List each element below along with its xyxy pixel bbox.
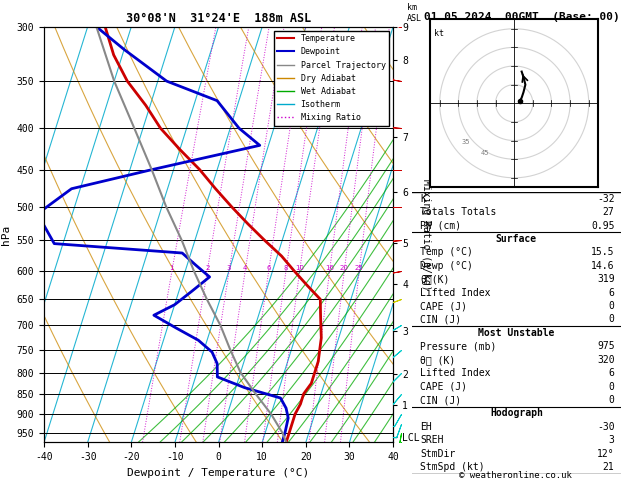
Text: 2: 2 [205, 265, 209, 271]
Text: Lifted Index: Lifted Index [420, 288, 491, 297]
Text: 6: 6 [609, 288, 615, 297]
Text: 4: 4 [243, 265, 247, 271]
Text: 27: 27 [603, 207, 615, 217]
Text: 15.5: 15.5 [591, 247, 615, 258]
Text: 01.05.2024  00GMT  (Base: 00): 01.05.2024 00GMT (Base: 00) [424, 12, 620, 22]
Text: 25: 25 [355, 265, 364, 271]
Text: kt: kt [434, 29, 444, 38]
Text: 0: 0 [609, 382, 615, 392]
Text: Surface: Surface [496, 234, 537, 244]
Text: Temp (°C): Temp (°C) [420, 247, 473, 258]
Text: Dewp (°C): Dewp (°C) [420, 261, 473, 271]
Text: 12°: 12° [597, 449, 615, 459]
Text: θᴄ(K): θᴄ(K) [420, 274, 450, 284]
Text: Hodograph: Hodograph [490, 408, 543, 418]
Text: Pressure (mb): Pressure (mb) [420, 341, 497, 351]
Text: 8: 8 [284, 265, 288, 271]
Text: 320: 320 [597, 355, 615, 365]
Text: StmDir: StmDir [420, 449, 455, 459]
Text: 14.6: 14.6 [591, 261, 615, 271]
Text: 3: 3 [609, 435, 615, 445]
Text: 21: 21 [603, 462, 615, 472]
Text: CIN (J): CIN (J) [420, 395, 462, 405]
Text: © weatheronline.co.uk: © weatheronline.co.uk [459, 471, 572, 480]
Text: 0: 0 [609, 314, 615, 325]
Text: 6: 6 [267, 265, 271, 271]
Text: 10: 10 [295, 265, 304, 271]
Text: -32: -32 [597, 194, 615, 204]
Text: EH: EH [420, 422, 432, 432]
Text: StmSpd (kt): StmSpd (kt) [420, 462, 485, 472]
Legend: Temperature, Dewpoint, Parcel Trajectory, Dry Adiabat, Wet Adiabat, Isotherm, Mi: Temperature, Dewpoint, Parcel Trajectory… [274, 31, 389, 125]
Text: Most Unstable: Most Unstable [478, 328, 555, 338]
Text: 319: 319 [597, 274, 615, 284]
Text: 6: 6 [609, 368, 615, 378]
Text: 0: 0 [609, 301, 615, 311]
Text: 0: 0 [609, 395, 615, 405]
Text: Totals Totals: Totals Totals [420, 207, 497, 217]
Y-axis label: Mixing Ratio (g/kg): Mixing Ratio (g/kg) [421, 179, 431, 290]
Text: 35: 35 [462, 139, 470, 145]
Text: Lifted Index: Lifted Index [420, 368, 491, 378]
Text: CAPE (J): CAPE (J) [420, 301, 467, 311]
Text: SREH: SREH [420, 435, 444, 445]
Text: K: K [420, 194, 426, 204]
Text: 30°08'N  31°24'E  188m ASL: 30°08'N 31°24'E 188m ASL [126, 12, 311, 25]
Text: 0.95: 0.95 [591, 221, 615, 230]
Text: PW (cm): PW (cm) [420, 221, 462, 230]
Text: 16: 16 [325, 265, 334, 271]
Text: km
ASL: km ASL [407, 3, 422, 22]
Text: 20: 20 [340, 265, 348, 271]
Text: CAPE (J): CAPE (J) [420, 382, 467, 392]
Text: 1: 1 [170, 265, 174, 271]
Text: θᴄ (K): θᴄ (K) [420, 355, 455, 365]
Text: 45: 45 [481, 151, 489, 156]
X-axis label: Dewpoint / Temperature (°C): Dewpoint / Temperature (°C) [128, 468, 309, 478]
Text: 975: 975 [597, 341, 615, 351]
Text: 3: 3 [227, 265, 231, 271]
Text: -30: -30 [597, 422, 615, 432]
Y-axis label: hPa: hPa [1, 225, 11, 244]
Text: CIN (J): CIN (J) [420, 314, 462, 325]
